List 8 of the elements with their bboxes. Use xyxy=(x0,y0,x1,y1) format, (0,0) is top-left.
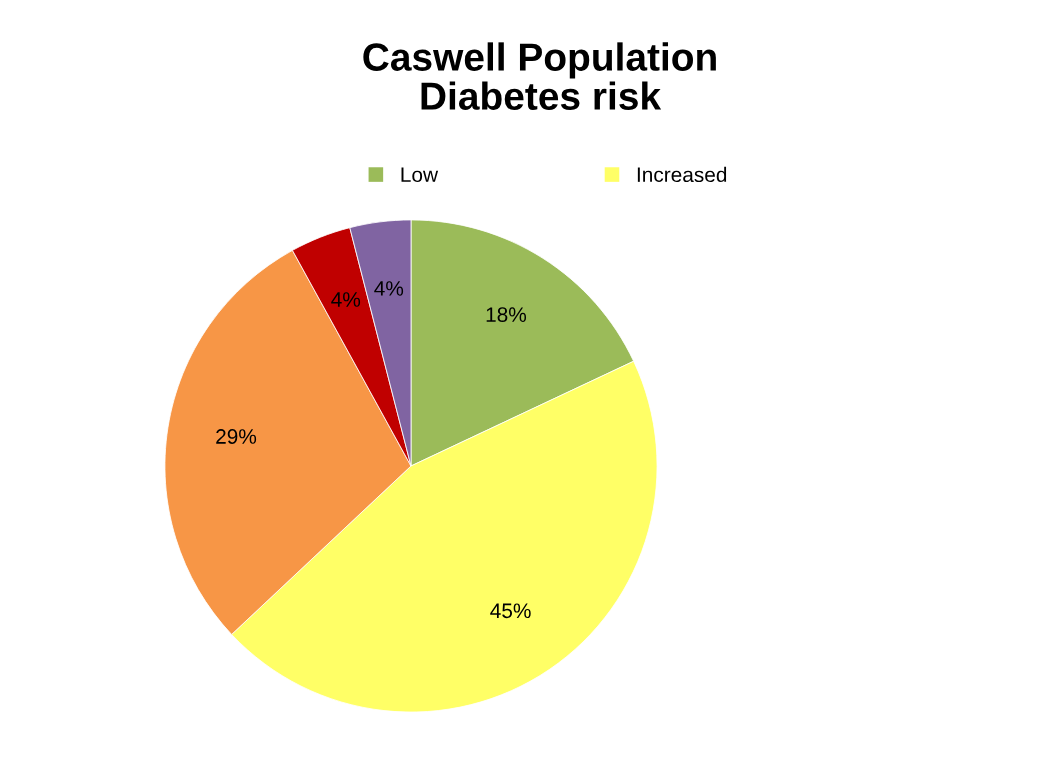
data-label: 4% xyxy=(331,292,361,307)
legend-label: Increased xyxy=(637,166,727,183)
data-label: 45% xyxy=(490,603,531,619)
chart-title: Caswell Population Diabetes risk xyxy=(363,42,716,110)
data-label: 29% xyxy=(216,429,257,444)
data-label: 18% xyxy=(486,307,527,322)
legend-label: Low xyxy=(401,167,439,183)
data-label: 4% xyxy=(374,281,404,296)
